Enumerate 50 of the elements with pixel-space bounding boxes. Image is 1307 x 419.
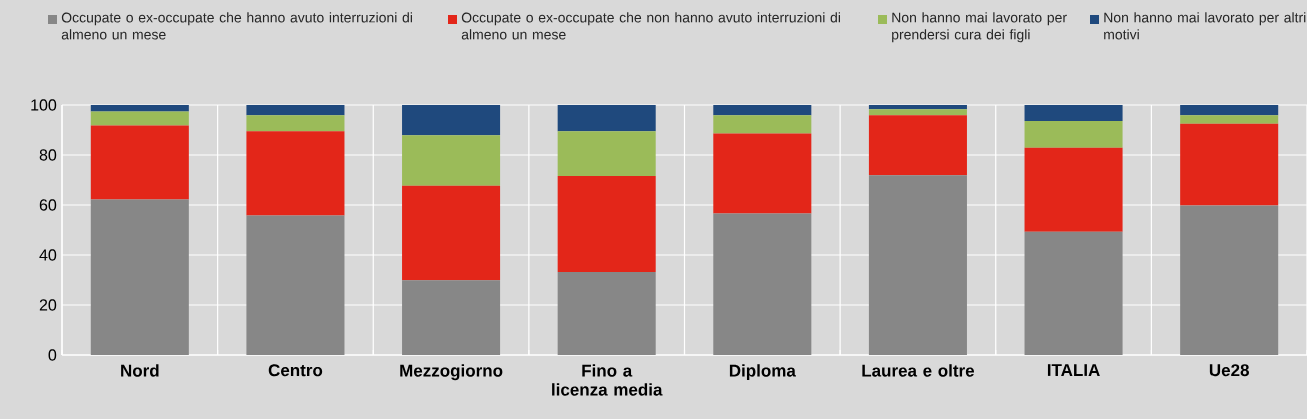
bar <box>713 115 812 134</box>
x-tick-label: ITALIA <box>1047 364 1100 376</box>
bar <box>868 115 967 176</box>
legend-label: Occupate o ex-occupate che non hanno avuto interruzioni di almeno un mese <box>461 12 840 40</box>
bar <box>90 199 189 355</box>
x-tick-label: Nord <box>121 364 159 377</box>
bar <box>868 109 967 116</box>
bar <box>402 135 501 186</box>
y-tick-label: 40 <box>39 249 57 261</box>
bar <box>713 213 812 355</box>
legend-label: Non hanno mai lavorato per altri motivi <box>1104 12 1306 40</box>
y-tick-label: 80 <box>39 149 57 161</box>
bar <box>557 105 656 132</box>
bar <box>868 175 967 355</box>
bar <box>402 185 501 281</box>
bar <box>90 105 189 112</box>
x-tick-label: Laurea e oltre <box>862 364 975 377</box>
x-tick-label: Fino a licenza media <box>552 364 663 396</box>
legend-label: Non hanno mai lavorato per prendersi cura dei figli <box>892 12 1067 43</box>
bar <box>1024 105 1123 121</box>
bar <box>1180 115 1279 124</box>
bar <box>246 115 345 132</box>
x-tick-label: Diploma <box>729 364 796 381</box>
bar <box>1180 123 1279 206</box>
y-tick-label: 0 <box>48 349 57 361</box>
bar <box>868 105 967 110</box>
bar <box>713 133 812 214</box>
y-tick-label: 60 <box>39 199 57 211</box>
bar <box>1024 231 1123 355</box>
bar <box>90 111 189 126</box>
bar <box>557 131 656 176</box>
x-tick-label: Centro <box>268 364 323 377</box>
bar <box>557 272 656 355</box>
bar <box>246 215 345 355</box>
x-tick-label: Mezzogiorno <box>400 364 503 381</box>
bar <box>402 280 501 355</box>
x-tick-label: Ue28 <box>1209 364 1249 377</box>
y-tick-label: 100 <box>31 99 57 111</box>
bar <box>713 105 812 116</box>
bar <box>402 105 501 136</box>
bar <box>1180 105 1279 116</box>
bar <box>1024 121 1123 148</box>
y-tick-label: 20 <box>39 299 57 311</box>
bar <box>1024 147 1123 232</box>
legend-label: Occupate o ex-occupate che hanno avuto interruzioni di almeno un mese <box>61 12 412 40</box>
bar <box>1180 205 1279 355</box>
bar <box>557 176 656 272</box>
bar <box>90 125 189 200</box>
bar <box>246 131 345 216</box>
bar <box>246 105 345 116</box>
